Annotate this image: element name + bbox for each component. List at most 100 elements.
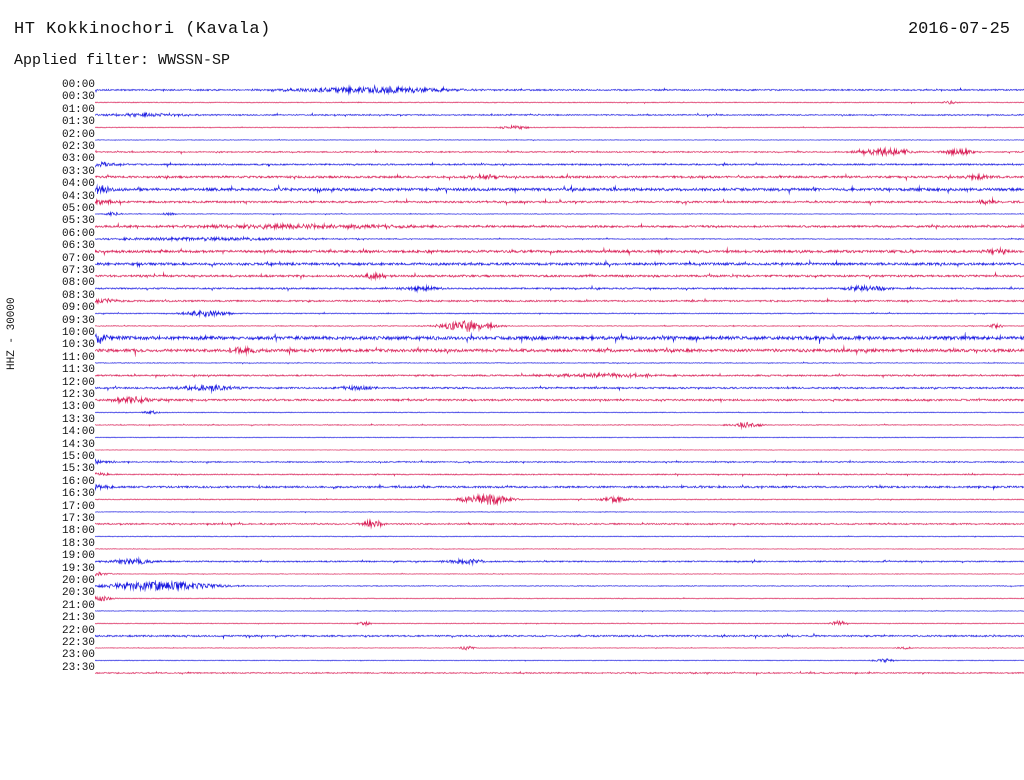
row-waveform [95,295,1024,307]
row-waveform [95,146,1024,158]
row-time-label: 13:30 [55,414,95,426]
row-time-label: 23:00 [55,649,95,661]
row-waveform [95,382,1024,394]
row-time-label: 11:00 [55,352,95,364]
row-waveform [95,258,1024,270]
trace-row: 15:00 [0,456,1024,468]
row-time-label: 17:00 [55,501,95,513]
row-time-label: 09:00 [55,302,95,314]
trace-row: 21:30 [0,617,1024,629]
row-time-label: 07:30 [55,265,95,277]
row-waveform [95,481,1024,493]
row-waveform [95,357,1024,369]
row-waveform [95,270,1024,282]
row-time-label: 20:00 [55,575,95,587]
row-time-label: 20:30 [55,587,95,599]
trace-row: 20:30 [0,592,1024,604]
row-waveform [95,642,1024,654]
row-waveform [95,196,1024,208]
row-waveform [95,654,1024,666]
row-waveform [95,406,1024,418]
trace-row: 03:00 [0,158,1024,170]
row-waveform [95,630,1024,642]
row-time-label: 00:30 [55,91,95,103]
row-waveform [95,208,1024,220]
row-waveform [95,555,1024,567]
trace-row: 14:00 [0,431,1024,443]
row-time-label: 15:00 [55,451,95,463]
trace-row: 22:00 [0,630,1024,642]
row-waveform [95,431,1024,443]
trace-row: 08:30 [0,295,1024,307]
row-time-label: 19:00 [55,550,95,562]
row-waveform [95,158,1024,170]
trace-row: 15:30 [0,468,1024,480]
trace-row: 07:00 [0,258,1024,270]
row-time-label: 15:30 [55,463,95,475]
row-time-label: 14:30 [55,439,95,451]
row-time-label: 00:00 [55,79,95,91]
trace-row: 22:30 [0,642,1024,654]
row-waveform [95,307,1024,319]
row-time-label: 04:00 [55,178,95,190]
row-time-label: 01:30 [55,116,95,128]
row-time-label: 03:30 [55,166,95,178]
row-time-label: 14:00 [55,426,95,438]
row-time-label: 11:30 [55,364,95,376]
row-time-label: 22:00 [55,625,95,637]
seismogram-page: HT Kokkinochori (Kavala) 2016-07-25 Appl… [0,0,1024,780]
row-waveform [95,96,1024,108]
trace-row: 13:00 [0,406,1024,418]
row-waveform [95,493,1024,505]
trace-row: 00:00 [0,84,1024,96]
trace-row: 03:30 [0,171,1024,183]
trace-row: 10:30 [0,344,1024,356]
date-label: 2016-07-25 [908,20,1010,39]
row-time-label: 18:30 [55,538,95,550]
row-waveform [95,592,1024,604]
row-time-label: 10:00 [55,327,95,339]
row-waveform [95,282,1024,294]
row-waveform [95,444,1024,456]
row-time-label: 04:30 [55,191,95,203]
row-time-label: 05:00 [55,203,95,215]
trace-row: 17:00 [0,506,1024,518]
row-waveform [95,332,1024,344]
trace-row: 18:30 [0,543,1024,555]
row-waveform [95,171,1024,183]
trace-row: 16:30 [0,493,1024,505]
row-time-label: 16:00 [55,476,95,488]
trace-row: 11:30 [0,369,1024,381]
filter-label: Applied filter: WWSSN-SP [14,52,230,69]
row-time-label: 18:00 [55,525,95,537]
trace-row: 08:00 [0,282,1024,294]
trace-row: 04:30 [0,196,1024,208]
trace-row: 16:00 [0,481,1024,493]
trace-row: 01:30 [0,121,1024,133]
row-waveform [95,419,1024,431]
row-time-label: 08:30 [55,290,95,302]
trace-row: 14:30 [0,444,1024,456]
row-waveform [95,568,1024,580]
row-time-label: 05:30 [55,215,95,227]
row-waveform [95,605,1024,617]
row-waveform [95,617,1024,629]
row-waveform [95,518,1024,530]
trace-row: 12:30 [0,394,1024,406]
row-waveform [95,121,1024,133]
row-waveform [95,109,1024,121]
trace-row: 17:30 [0,518,1024,530]
row-time-label: 21:00 [55,600,95,612]
row-waveform [95,543,1024,555]
trace-row: 11:00 [0,357,1024,369]
trace-row: 06:00 [0,233,1024,245]
row-time-label: 23:30 [55,662,95,674]
page-title: HT Kokkinochori (Kavala) [14,20,271,39]
row-waveform [95,84,1024,96]
row-waveform [95,667,1024,679]
row-waveform [95,220,1024,232]
row-time-label: 12:30 [55,389,95,401]
row-time-label: 12:00 [55,377,95,389]
trace-row: 18:00 [0,530,1024,542]
trace-row: 00:30 [0,96,1024,108]
